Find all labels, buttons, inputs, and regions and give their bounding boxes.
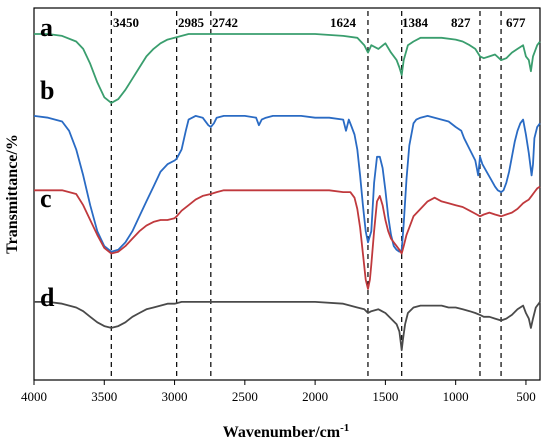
spectra-series <box>33 33 541 352</box>
x-tick-label-4000: 4000 <box>21 389 47 404</box>
peak-label-1624: 1624 <box>330 15 357 30</box>
x-axis-title: Wavenumber/cm-1 <box>223 422 350 441</box>
x-tick-label-1000: 1000 <box>443 389 469 404</box>
series-line-c <box>34 185 541 290</box>
trace-label-c: c <box>40 184 52 213</box>
trace-label-d: d <box>40 283 55 312</box>
x-tick-label-2000: 2000 <box>302 389 328 404</box>
peak-label-2742: 2742 <box>212 15 238 30</box>
x-tick-label-500: 500 <box>516 389 536 404</box>
peak-label-3450: 3450 <box>113 15 139 30</box>
plot-frame <box>33 7 541 381</box>
peak-label-827: 827 <box>451 15 471 30</box>
trace-label-a: a <box>40 13 53 42</box>
x-tick-label-3000: 3000 <box>162 389 188 404</box>
x-tick-label-1500: 1500 <box>372 389 398 404</box>
reference-lines <box>110 11 502 380</box>
peak-label-2985: 2985 <box>178 15 205 30</box>
x-axis-ticks: 4000 3500 3000 2500 2000 1500 1000 500 <box>21 380 536 404</box>
peak-label-677: 677 <box>506 15 526 30</box>
trace-label-b: b <box>40 76 54 105</box>
series-line-a <box>34 33 541 104</box>
peak-label-1384: 1384 <box>402 15 429 30</box>
series-line-b <box>33 115 541 253</box>
x-axis-title-superscript: -1 <box>340 422 349 434</box>
y-axis-title: Transmittance/% <box>4 134 21 254</box>
x-tick-label-2500: 2500 <box>232 389 258 404</box>
x-tick-label-3500: 3500 <box>91 389 117 404</box>
x-axis-title-text: Wavenumber/cm <box>223 424 341 441</box>
series-line-d <box>34 300 541 352</box>
